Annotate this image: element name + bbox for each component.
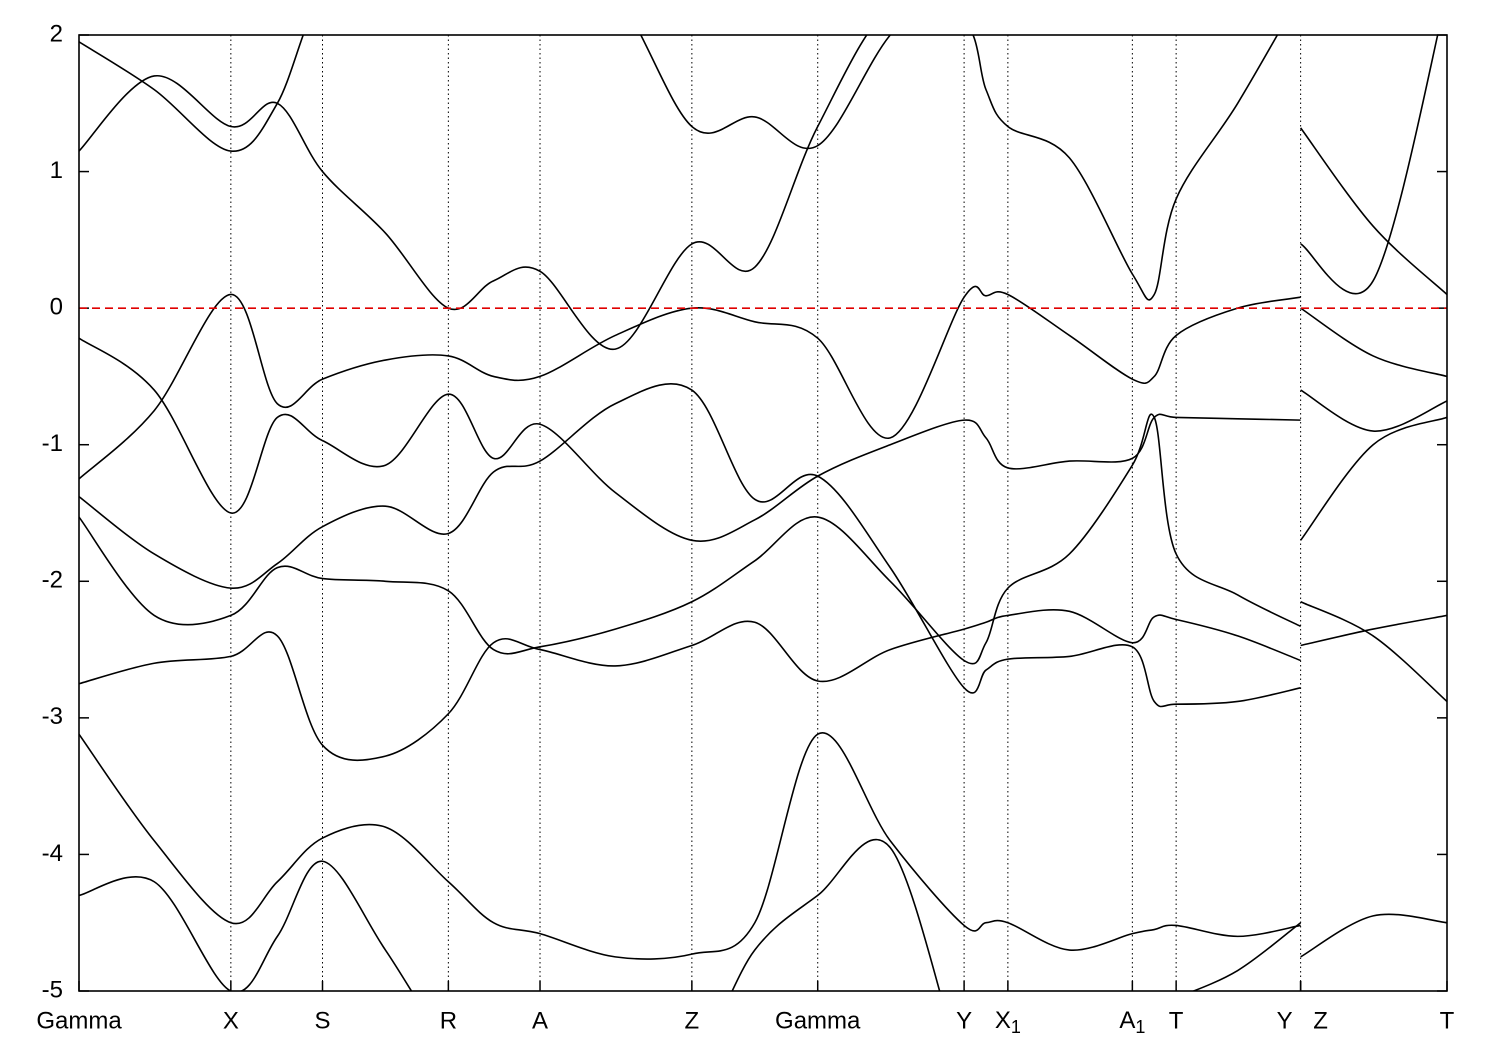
- x-tick-label: X1: [995, 1007, 1021, 1036]
- band: [1300, 913, 1447, 958]
- band: [79, 35, 1279, 350]
- band: [79, 838, 1302, 991]
- band: [79, 35, 892, 152]
- band: [1300, 389, 1447, 432]
- y-tick-label: -5: [42, 976, 63, 1003]
- band: [1300, 307, 1447, 378]
- y-tick-label: -4: [42, 840, 63, 867]
- x-tick-label: T: [1169, 1007, 1184, 1034]
- x-tick-label: Gamma: [36, 1007, 122, 1034]
- band: [1299, 127, 1447, 296]
- x-tick-label: Y: [1277, 1007, 1293, 1034]
- band: [1300, 614, 1447, 647]
- x-tick-label: T: [1440, 1007, 1455, 1034]
- x-tick-label: Z: [1313, 1007, 1328, 1034]
- y-tick-label: -1: [42, 430, 63, 457]
- band: [79, 382, 1301, 708]
- x-tick-label: A: [532, 1007, 548, 1034]
- band: [1300, 601, 1447, 703]
- x-tick-label: X: [223, 1007, 239, 1034]
- band: [1299, 416, 1447, 541]
- y-tick-label: -3: [42, 703, 63, 730]
- x-tick-label: Z: [685, 1007, 700, 1034]
- x-tick-label: Gamma: [775, 1007, 861, 1034]
- band: [79, 413, 1301, 665]
- y-tick-label: 0: [50, 293, 63, 320]
- band: [79, 608, 1301, 762]
- x-tick-label: Y: [956, 1007, 972, 1034]
- band: [79, 337, 1301, 542]
- y-tick-label: 2: [50, 20, 63, 47]
- band: [79, 732, 1301, 960]
- y-tick-label: -2: [42, 567, 63, 594]
- bands: [79, 35, 1447, 991]
- y-tick-label: 1: [50, 157, 63, 184]
- x-tick-label: A1: [1119, 1007, 1145, 1036]
- band: [1300, 35, 1439, 295]
- x-tick-label: R: [440, 1007, 457, 1034]
- x-tick-label: S: [314, 1007, 330, 1034]
- band: [79, 285, 1301, 480]
- plot-frame: [78, 34, 1448, 992]
